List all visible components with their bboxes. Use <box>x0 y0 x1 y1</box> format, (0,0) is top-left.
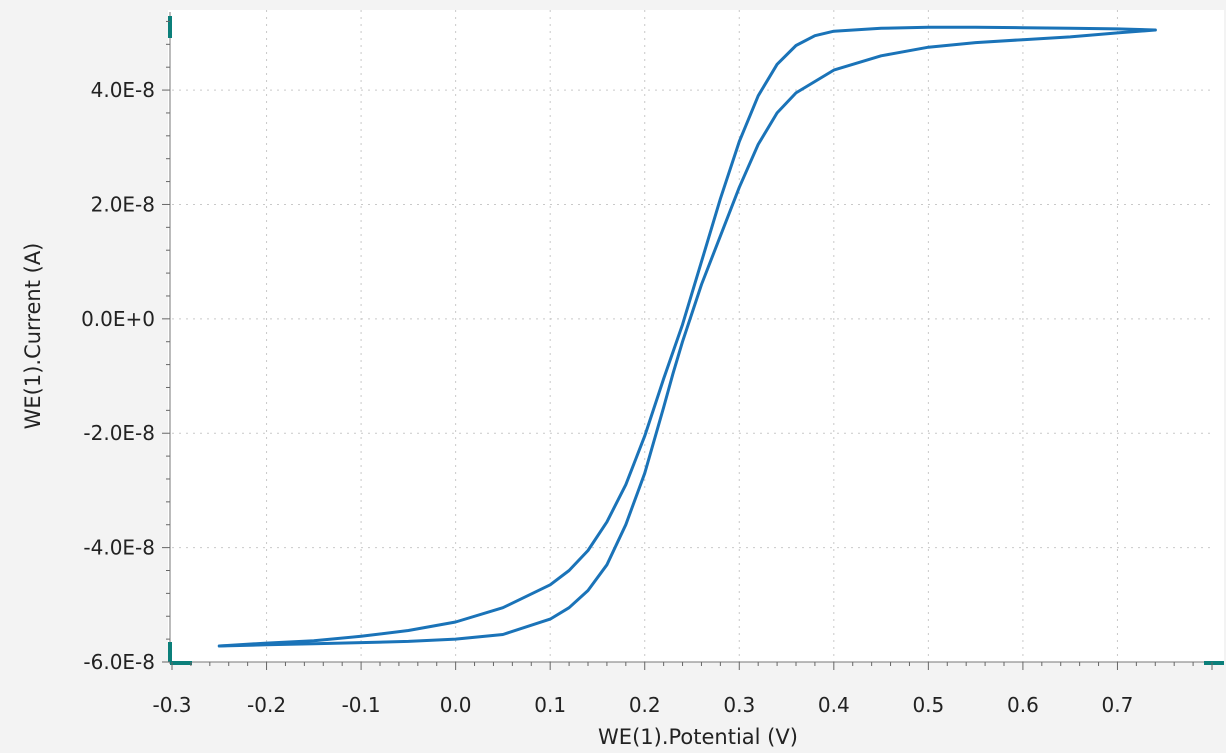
axes <box>162 12 1224 670</box>
tick-labels: -0.3 -0.2 -0.1 0.0 0.1 0.2 0.3 0.4 0.5 0.6 0.7 4.0E… <box>81 78 1133 717</box>
y-axis-bottom-cap <box>168 642 172 662</box>
y-tick-label: 4.0E-8 <box>91 78 155 102</box>
x-tick-label: 0.2 <box>629 693 661 717</box>
x-axis-right-cap <box>1204 661 1224 665</box>
x-tick-label: -0.3 <box>152 693 191 717</box>
x-axis-left-cap <box>170 661 192 665</box>
y-tick-label: -4.0E-8 <box>83 536 155 560</box>
series-layer <box>217 25 1157 648</box>
y-axis-top-cap <box>168 16 172 38</box>
x-tick-label: 0.7 <box>1102 693 1134 717</box>
x-tick-label: 0.1 <box>534 693 566 717</box>
y-tick-label: -6.0E-8 <box>83 650 155 674</box>
plot-area <box>168 10 1224 662</box>
x-tick-label: 0.3 <box>723 693 755 717</box>
y-tick-label: 2.0E-8 <box>91 192 155 216</box>
x-tick-label: 0.4 <box>818 693 850 717</box>
grid <box>172 10 1212 662</box>
y-tick-label: 0.0E+0 <box>81 307 155 331</box>
x-tick-label: 0.5 <box>912 693 944 717</box>
x-axis-title: WE(1).Potential (V) <box>598 725 798 749</box>
y-axis-title: WE(1).Current (A) <box>21 243 45 430</box>
x-tick-label: 0.6 <box>1007 693 1039 717</box>
x-tick-label: 0.0 <box>440 693 472 717</box>
x-tick-label: -0.1 <box>342 693 381 717</box>
y-tick-label: -2.0E-8 <box>83 421 155 445</box>
reverse-scan-line <box>217 28 1157 648</box>
x-tick-label: -0.2 <box>247 693 286 717</box>
forward-scan-line <box>217 25 1157 648</box>
